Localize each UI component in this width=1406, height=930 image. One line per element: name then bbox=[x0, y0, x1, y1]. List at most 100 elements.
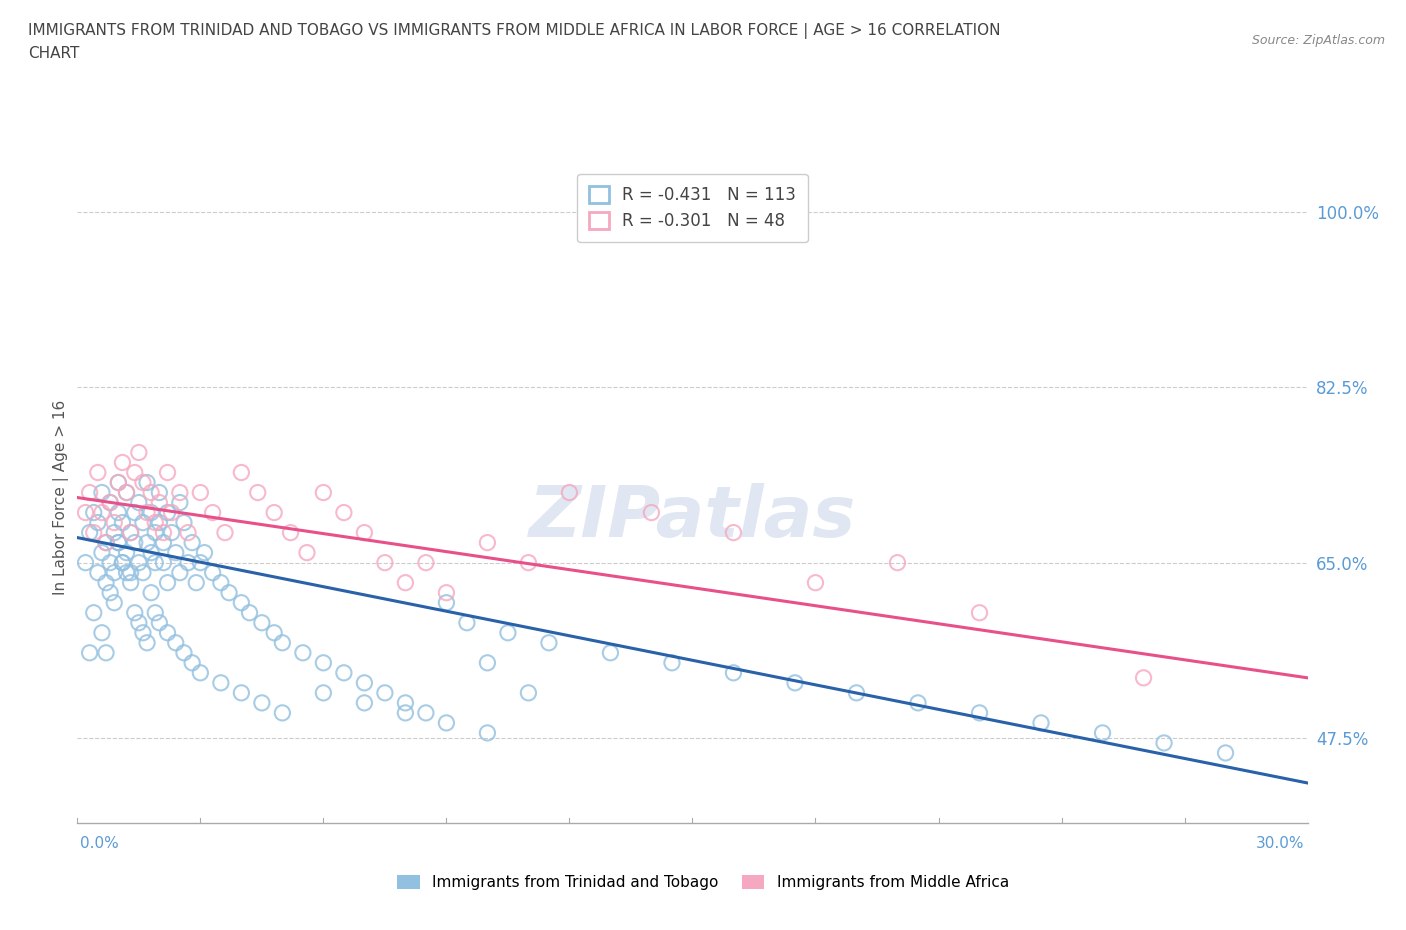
Point bbox=[103, 565, 125, 580]
Point bbox=[94, 645, 117, 660]
Point bbox=[312, 656, 335, 671]
Point bbox=[231, 685, 253, 700]
Point bbox=[250, 696, 273, 711]
Point bbox=[312, 685, 335, 700]
Legend: Immigrants from Trinidad and Tobago, Immigrants from Middle Africa: Immigrants from Trinidad and Tobago, Imm… bbox=[391, 869, 1015, 897]
Point bbox=[156, 625, 179, 640]
Point bbox=[209, 675, 232, 690]
Point bbox=[517, 555, 540, 570]
Point bbox=[477, 725, 499, 740]
Point bbox=[75, 505, 97, 520]
Point bbox=[845, 685, 868, 700]
Point bbox=[169, 565, 191, 580]
Point bbox=[98, 555, 121, 570]
Point bbox=[120, 525, 142, 540]
Point bbox=[83, 605, 105, 620]
Point bbox=[107, 475, 129, 490]
Point bbox=[115, 565, 138, 580]
Point bbox=[128, 445, 150, 460]
Point bbox=[141, 545, 163, 560]
Point bbox=[141, 485, 163, 500]
Point bbox=[115, 485, 138, 500]
Point bbox=[394, 706, 416, 721]
Text: ZIPatlas: ZIPatlas bbox=[529, 483, 856, 551]
Point bbox=[83, 525, 105, 540]
Point bbox=[231, 465, 253, 480]
Point bbox=[231, 595, 253, 610]
Text: Source: ZipAtlas.com: Source: ZipAtlas.com bbox=[1251, 34, 1385, 47]
Point bbox=[128, 616, 150, 631]
Point bbox=[201, 565, 224, 580]
Point bbox=[374, 685, 396, 700]
Text: 0.0%: 0.0% bbox=[80, 836, 120, 851]
Point bbox=[156, 576, 179, 591]
Y-axis label: In Labor Force | Age > 16: In Labor Force | Age > 16 bbox=[53, 400, 69, 595]
Point bbox=[132, 515, 155, 530]
Point bbox=[271, 706, 294, 721]
Point bbox=[374, 555, 396, 570]
Point bbox=[783, 675, 806, 690]
Point bbox=[148, 515, 170, 530]
Point bbox=[94, 535, 117, 550]
Point bbox=[143, 555, 166, 570]
Point bbox=[1153, 736, 1175, 751]
Point bbox=[353, 675, 375, 690]
Point bbox=[136, 475, 159, 490]
Point bbox=[1091, 725, 1114, 740]
Point bbox=[246, 485, 269, 500]
Point bbox=[907, 696, 929, 711]
Point bbox=[103, 525, 125, 540]
Point bbox=[263, 505, 285, 520]
Point bbox=[271, 635, 294, 650]
Point bbox=[537, 635, 560, 650]
Point bbox=[188, 665, 212, 680]
Point bbox=[517, 685, 540, 700]
Point bbox=[124, 465, 146, 480]
Point bbox=[169, 495, 191, 510]
Point bbox=[239, 605, 262, 620]
Point bbox=[291, 645, 314, 660]
Point bbox=[111, 515, 134, 530]
Point bbox=[143, 525, 166, 540]
Point bbox=[599, 645, 621, 660]
Point bbox=[394, 696, 416, 711]
Point bbox=[353, 696, 375, 711]
Point bbox=[141, 585, 163, 600]
Point bbox=[103, 595, 125, 610]
Point bbox=[436, 585, 458, 600]
Point bbox=[90, 505, 114, 520]
Point bbox=[148, 485, 170, 500]
Point bbox=[886, 555, 908, 570]
Point bbox=[79, 485, 101, 500]
Point bbox=[94, 535, 117, 550]
Point bbox=[496, 625, 519, 640]
Point bbox=[132, 475, 155, 490]
Point bbox=[79, 645, 101, 660]
Text: CHART: CHART bbox=[28, 46, 80, 61]
Point bbox=[111, 555, 134, 570]
Point bbox=[218, 585, 240, 600]
Legend: R = -0.431   N = 113, R = -0.301   N = 48: R = -0.431 N = 113, R = -0.301 N = 48 bbox=[578, 174, 807, 242]
Point bbox=[201, 505, 224, 520]
Point bbox=[353, 525, 375, 540]
Point bbox=[124, 605, 146, 620]
Point bbox=[75, 555, 97, 570]
Point bbox=[90, 545, 114, 560]
Point bbox=[333, 665, 356, 680]
Point bbox=[1132, 671, 1154, 685]
Point bbox=[177, 555, 200, 570]
Point bbox=[87, 465, 110, 480]
Point bbox=[79, 525, 101, 540]
Point bbox=[188, 555, 212, 570]
Point bbox=[83, 505, 105, 520]
Point bbox=[136, 505, 159, 520]
Point bbox=[250, 616, 273, 631]
Point bbox=[477, 656, 499, 671]
Point bbox=[723, 665, 745, 680]
Point bbox=[394, 576, 416, 591]
Point bbox=[456, 616, 478, 631]
Point bbox=[160, 505, 183, 520]
Point bbox=[160, 525, 183, 540]
Point bbox=[558, 485, 581, 500]
Point bbox=[124, 505, 146, 520]
